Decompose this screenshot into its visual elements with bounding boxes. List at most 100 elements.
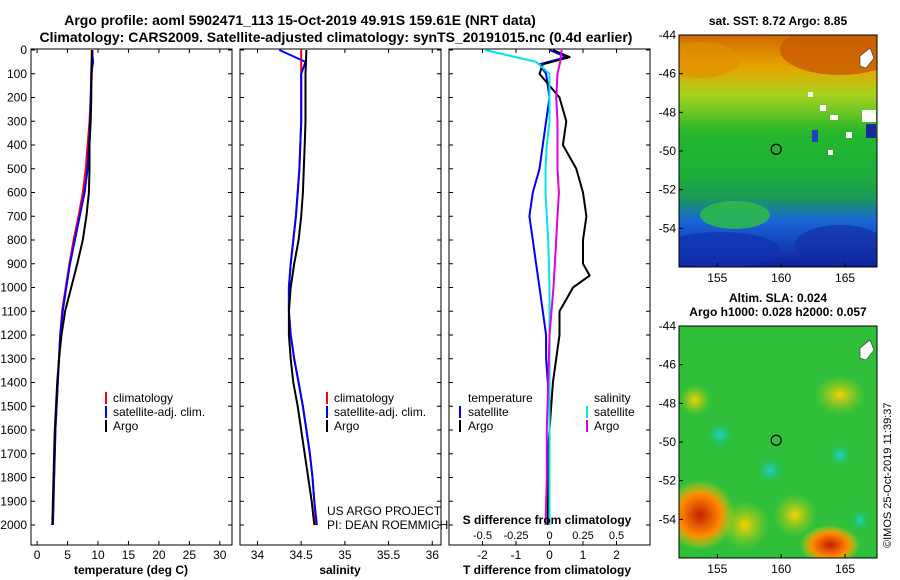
depth-tick-label: 1500 bbox=[0, 399, 27, 413]
x-tick-label: 30 bbox=[213, 548, 227, 562]
depth-tick-label: 200 bbox=[7, 91, 27, 105]
temperature-xlabel: temperature (deg C) bbox=[74, 563, 188, 577]
x-tick-label: -2 bbox=[477, 548, 488, 562]
difference-legend-salinity: salinity satellite Argo bbox=[586, 391, 635, 433]
depth-tick-label: 2000 bbox=[0, 518, 27, 532]
series-line-s-argo bbox=[544, 49, 563, 526]
depth-tick-label: 1200 bbox=[0, 328, 27, 342]
sst-map-image bbox=[679, 35, 877, 267]
s-tick-label: 0 bbox=[546, 530, 552, 542]
x-tick-label: 34.5 bbox=[289, 548, 313, 562]
depth-tick-label: 0 bbox=[20, 43, 27, 57]
map-y-tick-label: -48 bbox=[659, 105, 677, 119]
map-x-tick-label: 165 bbox=[835, 562, 855, 576]
legend-argo-label: Argo bbox=[334, 419, 360, 433]
imos-watermark: ©IMOS 25-Oct-2019 11:39:37 bbox=[882, 403, 894, 548]
salinity-axes: 34 34.5 35 35.5 36 bbox=[240, 49, 441, 562]
s-tick-label: 0.25 bbox=[572, 530, 593, 542]
legend-argo-label: Argo bbox=[113, 419, 139, 433]
x-tick-label: 0 bbox=[546, 548, 553, 562]
legend-t-argo-label: Argo bbox=[468, 419, 494, 433]
salinity-legend: climatology satellite-adj. clim. Argo bbox=[326, 391, 426, 433]
depth-tick-label: 900 bbox=[7, 257, 27, 271]
depth-tick-label: 1400 bbox=[0, 376, 27, 390]
x-tick-label: 34 bbox=[251, 548, 265, 562]
salinity-xlabel: salinity bbox=[319, 563, 361, 577]
map-y-tick-label: -44 bbox=[659, 319, 677, 333]
depth-tick-label: 1000 bbox=[0, 281, 27, 295]
map-y-tick-label: -46 bbox=[659, 358, 677, 372]
map-y-tick-label: -48 bbox=[659, 396, 677, 410]
x-tick-label: 1 bbox=[580, 548, 587, 562]
x-tick-label: 25 bbox=[183, 548, 197, 562]
map-x-tick-label: 160 bbox=[771, 562, 791, 576]
depth-tick-label: 1900 bbox=[0, 494, 27, 508]
x-tick-label: 5 bbox=[64, 548, 71, 562]
sla-coastline bbox=[859, 339, 875, 361]
x-tick-label: 36 bbox=[426, 548, 440, 562]
map-y-tick-label: -50 bbox=[659, 435, 677, 449]
sla-map-axes: 155 160 165 -44 -46 -48 -50 -52 -54 bbox=[659, 319, 856, 576]
map-y-tick-label: -54 bbox=[659, 221, 677, 235]
depth-tick-label: 700 bbox=[7, 209, 27, 223]
depth-tick-label: 1700 bbox=[0, 447, 27, 461]
credit-project: US ARGO PROJECT bbox=[327, 504, 442, 518]
map-x-tick-label: 155 bbox=[707, 271, 727, 285]
figure-title-line1: Argo profile: aoml 5902471_113 15-Oct-20… bbox=[64, 12, 536, 28]
depth-tick-label: 500 bbox=[7, 162, 27, 176]
depth-tick-label: 1300 bbox=[0, 352, 27, 366]
sst-map-title: sat. SST: 8.72 Argo: 8.85 bbox=[709, 14, 848, 28]
sst-coastline bbox=[859, 47, 875, 69]
series-line-argo bbox=[287, 49, 316, 526]
series-line-satellite-adj-clim- bbox=[278, 49, 318, 526]
depth-tick-label: 1600 bbox=[0, 423, 27, 437]
series-line-argo bbox=[51, 49, 93, 526]
series-line-s-satellite bbox=[484, 49, 551, 525]
credit-pi: PI: DEAN ROEMMICH bbox=[327, 518, 448, 532]
depth-tick-label: 300 bbox=[7, 114, 27, 128]
difference-axes: -2 -1 0 1 2 -0.5 -0.25 0 0.25 0.5 bbox=[449, 49, 650, 562]
map-x-tick-label: 165 bbox=[835, 271, 855, 285]
x-tick-label: 10 bbox=[91, 548, 105, 562]
difference-lines bbox=[484, 49, 591, 526]
difference-legend-temperature: temperature satellite Argo bbox=[459, 391, 533, 433]
s-tick-label: -0.5 bbox=[473, 530, 492, 542]
depth-tick-label: 1800 bbox=[0, 471, 27, 485]
depth-tick-label: 600 bbox=[7, 186, 27, 200]
map-y-tick-label: -52 bbox=[659, 183, 677, 197]
temperature-axes: 0100200300400500600700800900100011001200… bbox=[0, 43, 232, 562]
map-y-tick-label: -50 bbox=[659, 144, 677, 158]
depth-tick-label: 1100 bbox=[1, 304, 27, 318]
temperature-legend: climatology satellite-adj. clim. Argo bbox=[105, 391, 205, 433]
salinity-lines bbox=[278, 49, 318, 526]
x-tick-label: 0 bbox=[34, 548, 41, 562]
legend-salinity-heading: salinity bbox=[594, 391, 631, 405]
map-y-tick-label: -46 bbox=[659, 67, 677, 81]
sst-map-axes: 155 160 165 -44 -46 -48 -50 -52 -54 bbox=[659, 28, 856, 285]
temperature-lines bbox=[51, 49, 95, 526]
depth-tick-label: 100 bbox=[7, 67, 27, 81]
legend-satellite-label: satellite-adj. clim. bbox=[113, 405, 205, 419]
sla-map-image bbox=[679, 326, 877, 558]
temperature-panel bbox=[30, 48, 233, 546]
map-x-tick-label: 160 bbox=[771, 271, 791, 285]
sst-profile-marker bbox=[770, 143, 782, 155]
x-tick-label: -1 bbox=[511, 548, 522, 562]
depth-tick-label: 800 bbox=[7, 233, 27, 247]
x-tick-label: 2 bbox=[613, 548, 620, 562]
map-x-tick-label: 155 bbox=[707, 562, 727, 576]
x-tick-label: 20 bbox=[152, 548, 166, 562]
legend-climatology-label: climatology bbox=[334, 391, 394, 405]
legend-t-satellite-label: satellite bbox=[468, 405, 509, 419]
map-y-tick-label: -44 bbox=[659, 28, 677, 42]
s-tick-label: -0.25 bbox=[503, 530, 528, 542]
map-y-tick-label: -54 bbox=[659, 512, 677, 526]
depth-tick-label: 400 bbox=[7, 138, 27, 152]
s-tick-label: 0.5 bbox=[609, 530, 624, 542]
legend-climatology-label: climatology bbox=[113, 391, 173, 405]
salinity-panel bbox=[239, 48, 442, 546]
legend-s-argo-label: Argo bbox=[594, 419, 620, 433]
sla-map-title-line2: Argo h1000: 0.028 h2000: 0.057 bbox=[689, 305, 867, 319]
s-difference-xlabel: S difference from climatology bbox=[463, 513, 632, 527]
